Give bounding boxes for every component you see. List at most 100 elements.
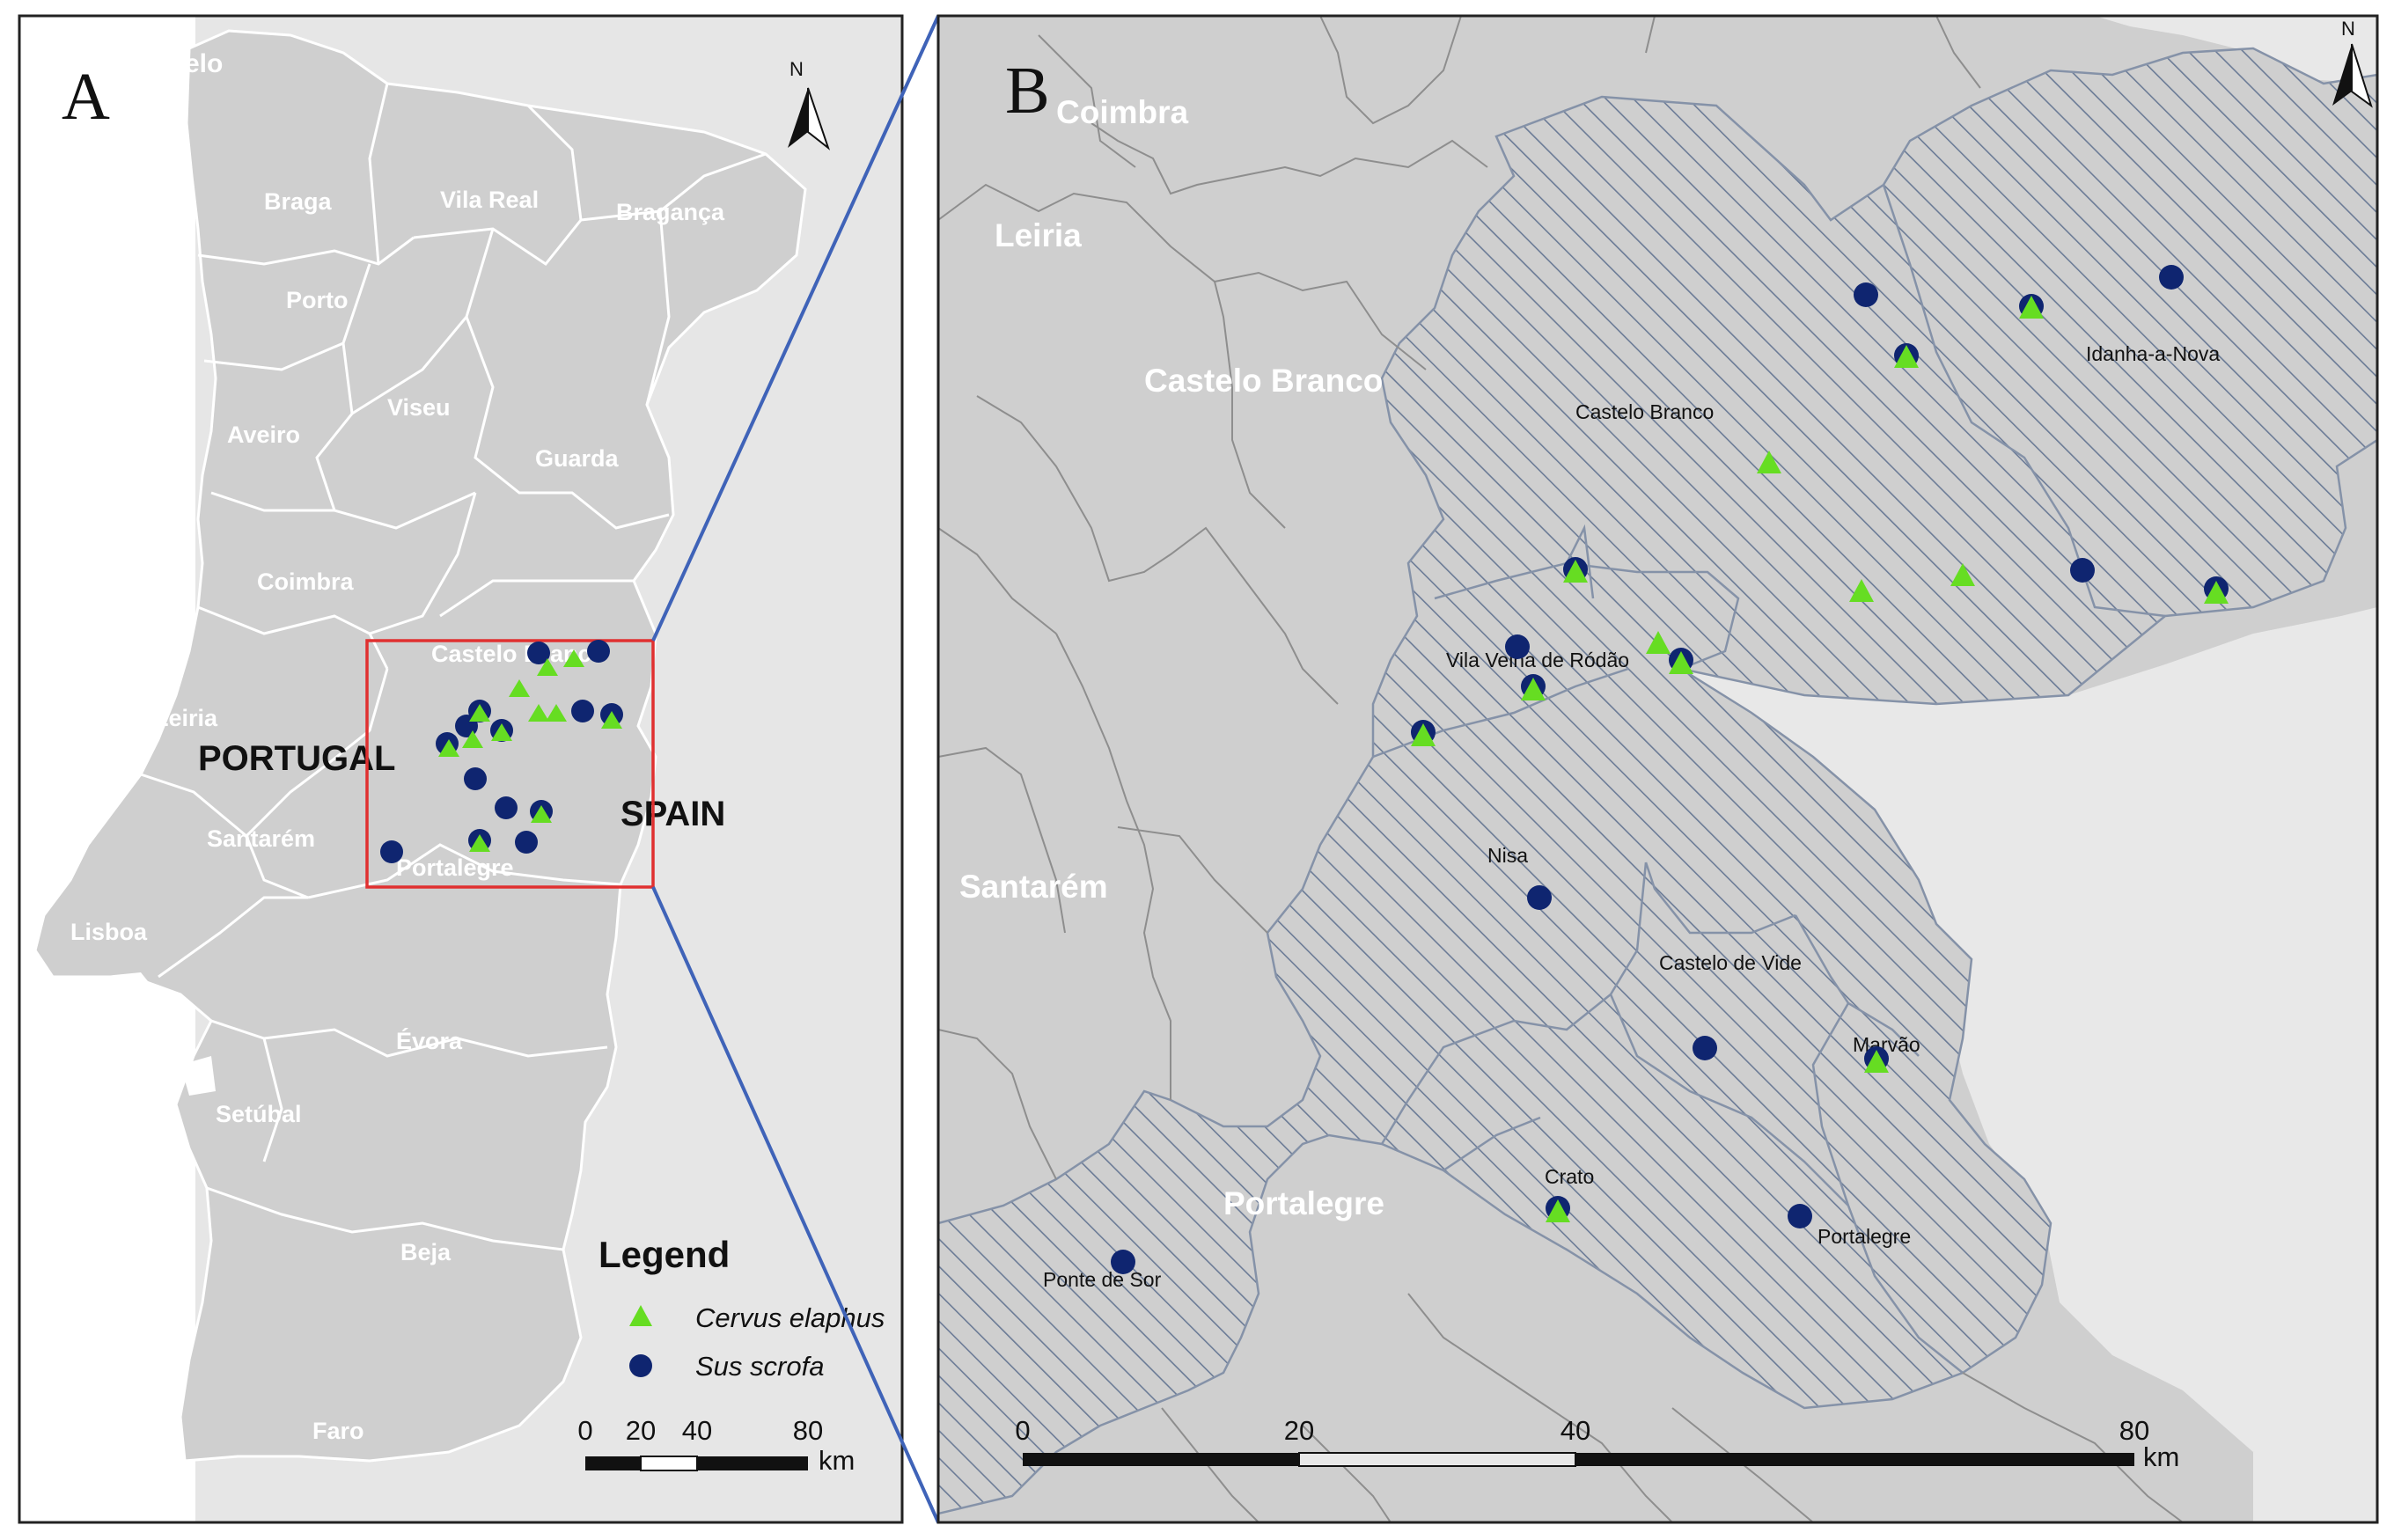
panel-b-frame xyxy=(936,14,2379,1524)
svg-text:20: 20 xyxy=(1284,1415,1314,1446)
scale-bar-b: 0 20 40 80 km xyxy=(1015,1415,2179,1472)
label-leiria-district: Leiria xyxy=(995,217,1082,253)
label-lisboa: Lisboa xyxy=(70,919,148,945)
cervus-elaphus-point xyxy=(2204,581,2229,604)
label-setubal: Setúbal xyxy=(216,1101,302,1127)
sus-scrofa-point xyxy=(515,831,538,854)
cervus-elaphus-point xyxy=(1411,723,1436,746)
label-braga: Braga xyxy=(264,188,333,215)
label-beja: Beja xyxy=(400,1239,452,1265)
cervus-elaphus-point xyxy=(1894,345,1919,368)
sus-scrofa-point xyxy=(1527,885,1552,910)
cervus-elaphus-point xyxy=(1546,1199,1570,1222)
label-portalegre-district: Portalegre xyxy=(1223,1185,1384,1221)
svg-text:km: km xyxy=(819,1445,855,1476)
cervus-elaphus-point xyxy=(601,711,622,729)
label-castelo-branco-municipality: Castelo Branco xyxy=(1575,400,1714,423)
legend-title: Legend xyxy=(598,1234,730,1275)
zoom-connector-top xyxy=(651,15,940,642)
legend-circle-icon xyxy=(629,1354,652,1377)
zoom-connector-bottom xyxy=(651,886,940,1523)
svg-text:40: 40 xyxy=(682,1415,712,1446)
cervus-elaphus-point xyxy=(2019,296,2044,319)
label-spain: SPAIN xyxy=(621,795,725,833)
sus-scrofa-point xyxy=(464,767,487,790)
legend: Legend Cervus elaphus Sus scrofa xyxy=(598,1234,885,1382)
cervus-elaphus-point xyxy=(546,704,567,722)
portugal-landmass xyxy=(33,29,807,1463)
legend-label-sus: Sus scrofa xyxy=(695,1351,824,1382)
label-portalegre: Portalegre xyxy=(396,854,514,881)
cervus-elaphus-point xyxy=(563,649,584,667)
tejo-estuary xyxy=(97,972,158,1012)
label-leiria: Leiria xyxy=(154,705,218,731)
cervus-elaphus-point xyxy=(537,658,558,676)
label-vila-velha-de-rodao: Vila Velha de Ródão xyxy=(1446,649,1629,671)
cervus-elaphus-point xyxy=(1757,451,1781,473)
panel-b-map: Coimbra Leiria Castelo Branco Santarém P… xyxy=(938,16,2377,1522)
sus-scrofa-point xyxy=(527,642,550,664)
label-guarda: Guarda xyxy=(535,445,620,472)
label-idanha-a-nova: Idanha-a-Nova xyxy=(2086,342,2220,365)
label-faro: Faro xyxy=(312,1418,364,1444)
spain-north-fragment xyxy=(2095,16,2377,84)
label-viana-fragment: telo xyxy=(176,49,223,78)
cervus-elaphus-point xyxy=(1864,1050,1889,1073)
cervus-elaphus-point xyxy=(438,739,459,757)
sus-scrofa-point xyxy=(495,796,518,819)
sus-scrofa-point xyxy=(2070,558,2095,583)
scale-bar-a: 0 20 40 80 km xyxy=(577,1415,855,1476)
label-vila-real: Vila Real xyxy=(440,187,539,213)
sus-scrofa-point xyxy=(1854,282,1878,307)
svg-text:km: km xyxy=(2143,1441,2179,1472)
legend-triangle-icon xyxy=(629,1305,652,1326)
label-santarem: Santarém xyxy=(207,825,315,852)
inset-extent-box xyxy=(365,639,655,889)
spain-area xyxy=(1681,607,2377,1452)
cervus-elaphus-point xyxy=(469,834,490,852)
label-coimbra-district: Coimbra xyxy=(1056,94,1189,130)
svg-text:40: 40 xyxy=(1561,1415,1590,1446)
panel-b-letter: B xyxy=(1005,54,1050,128)
label-evora: Évora xyxy=(396,1027,463,1054)
sus-scrofa-point xyxy=(1788,1204,1812,1228)
svg-text:20: 20 xyxy=(626,1415,656,1446)
panel-a-map: telo Braga Vila Real Bragança Porto Vise… xyxy=(19,16,902,1522)
cervus-elaphus-point xyxy=(1950,563,1975,586)
label-braganca: Bragança xyxy=(616,199,725,225)
label-castelo-de-vide: Castelo de Vide xyxy=(1659,951,1802,974)
municipality-borders xyxy=(1372,184,2166,1374)
svg-text:N: N xyxy=(789,58,804,80)
sado-estuary xyxy=(180,1056,216,1096)
cervus-elaphus-point xyxy=(1849,579,1874,602)
label-portugal: PORTUGAL xyxy=(198,739,395,778)
sus-scrofa-point xyxy=(1693,1036,1717,1060)
label-coimbra: Coimbra xyxy=(257,568,355,595)
label-portalegre-municipality: Portalegre xyxy=(1818,1225,1911,1248)
cervus-elaphus-point xyxy=(1646,631,1671,654)
cervus-elaphus-point xyxy=(469,704,490,722)
svg-text:N: N xyxy=(2341,18,2355,40)
panel-b-points xyxy=(1111,265,2229,1274)
panel-a-points xyxy=(380,640,623,863)
sus-scrofa-point xyxy=(571,700,594,722)
label-santarem-district: Santarém xyxy=(959,869,1108,905)
sus-scrofa-point xyxy=(1111,1250,1135,1274)
label-castelo-branco-district: Castelo Branco xyxy=(1144,363,1383,399)
sus-scrofa-point xyxy=(587,640,610,663)
cervus-elaphus-point xyxy=(1563,560,1588,583)
sus-scrofa-point xyxy=(2159,265,2184,290)
north-arrow-a: N xyxy=(788,58,831,150)
cervus-elaphus-point xyxy=(509,679,530,697)
label-nisa: Nisa xyxy=(1487,844,1528,867)
svg-text:0: 0 xyxy=(1015,1415,1030,1446)
label-viseu: Viseu xyxy=(387,394,451,421)
label-ponte-de-sor: Ponte de Sor xyxy=(1043,1268,1162,1291)
cervus-elaphus-point xyxy=(531,805,552,823)
panel-a-letter: A xyxy=(62,60,110,134)
sus-scrofa-point xyxy=(380,840,403,863)
sus-scrofa-point xyxy=(1505,634,1530,659)
cervus-elaphus-point xyxy=(1521,678,1546,700)
cervus-elaphus-point xyxy=(491,723,512,741)
